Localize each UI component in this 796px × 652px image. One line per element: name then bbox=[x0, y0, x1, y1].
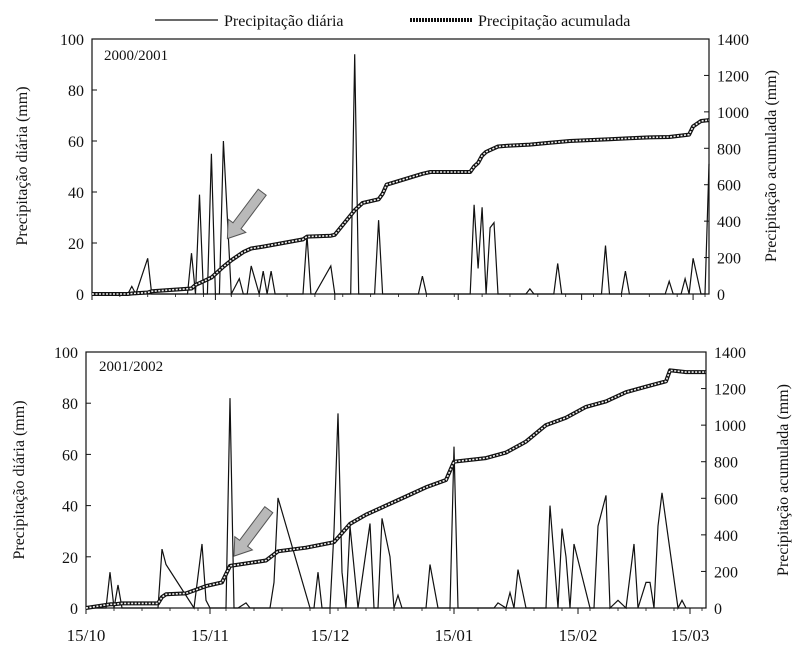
series-cumulative-line bbox=[85, 368, 706, 610]
panel-label: 2001/2002 bbox=[99, 359, 163, 375]
y-right-tick-label: 200 bbox=[714, 564, 738, 581]
panel-2001-2002: 2001/2002 Precipitação diária (mm) Preci… bbox=[11, 345, 792, 618]
y-left-tick-label: 40 bbox=[68, 185, 84, 202]
plot-frame bbox=[91, 38, 710, 295]
x-tick-labels: 15/10 15/11 15/12 15/01 15/02 15/03 bbox=[67, 626, 710, 645]
y-left-tick-label: 80 bbox=[62, 396, 78, 413]
panel-2000-2001: 2000/2001 Precipitação diária (mm) Preci… bbox=[14, 32, 780, 304]
panel-label: 2000/2001 bbox=[104, 48, 168, 64]
y-axis-left-title: Precipitação diária (mm) bbox=[14, 86, 31, 245]
y-left-tick-label: 40 bbox=[62, 499, 78, 516]
y-right-tick-label: 400 bbox=[717, 214, 741, 231]
y-axis-left-title: Precipitação diária (mm) bbox=[11, 400, 28, 559]
y-left-tick-label: 20 bbox=[62, 550, 78, 567]
y-right-tick-label: 0 bbox=[717, 287, 725, 304]
legend-daily-label: Precipitação diária bbox=[224, 13, 344, 30]
y-right-tick-label: 400 bbox=[714, 528, 738, 545]
y-left-tick-label: 0 bbox=[70, 601, 78, 618]
y-left-tick-label: 60 bbox=[68, 134, 84, 151]
series-daily-line bbox=[86, 398, 687, 610]
series-layer bbox=[85, 368, 706, 610]
series-cumulative-markers bbox=[92, 119, 710, 295]
y-right-tick-label: 1000 bbox=[714, 418, 746, 435]
x-tick-label: 15/01 bbox=[435, 626, 474, 645]
y-right-tick-label: 600 bbox=[714, 491, 738, 508]
y-right-tick-label: 200 bbox=[717, 251, 741, 268]
y-left-tick-label: 20 bbox=[68, 236, 84, 253]
y-right-tick-label: 600 bbox=[717, 178, 741, 195]
x-tick-label: 15/11 bbox=[191, 626, 229, 645]
annotation-arrow bbox=[233, 506, 274, 557]
series-layer bbox=[92, 54, 710, 297]
series-daily-line bbox=[92, 54, 710, 297]
plot-frame bbox=[85, 351, 707, 609]
y-left-tick-label: 0 bbox=[76, 287, 84, 304]
y-left-tick-label: 80 bbox=[68, 83, 84, 100]
y-right-tick-label: 1200 bbox=[717, 68, 749, 85]
legend: Precipitação diária Precipitação acumula… bbox=[155, 13, 630, 30]
annotation-arrow bbox=[226, 188, 267, 240]
y-right-tick-label: 1200 bbox=[714, 382, 746, 399]
x-tick-label: 15/10 bbox=[67, 626, 106, 645]
x-tick-label: 15/12 bbox=[311, 626, 350, 645]
series-cumulative-markers bbox=[85, 369, 706, 609]
y-axis-right-title: Precipitação acumulada (mm) bbox=[763, 70, 780, 262]
y-right-tick-label: 1000 bbox=[717, 105, 749, 122]
y-right-tick-label: 0 bbox=[714, 601, 722, 618]
y-left-tick-label: 100 bbox=[60, 32, 84, 49]
y-left-tick-label: 60 bbox=[62, 447, 78, 464]
y-axis-right-title: Precipitação acumulada (mm) bbox=[775, 384, 792, 576]
y-right-tick-label: 1400 bbox=[717, 32, 749, 49]
y-right-tick-label: 800 bbox=[717, 141, 741, 158]
x-tick-label: 15/02 bbox=[559, 626, 598, 645]
series-cumulative-line bbox=[92, 118, 710, 296]
y-right-tick-label: 800 bbox=[714, 455, 738, 472]
y-right-tick-label: 1400 bbox=[714, 345, 746, 362]
y-left-tick-label: 100 bbox=[54, 345, 78, 362]
legend-cumulative-label: Precipitação acumulada bbox=[478, 13, 630, 30]
x-tick-label: 15/03 bbox=[671, 626, 710, 645]
